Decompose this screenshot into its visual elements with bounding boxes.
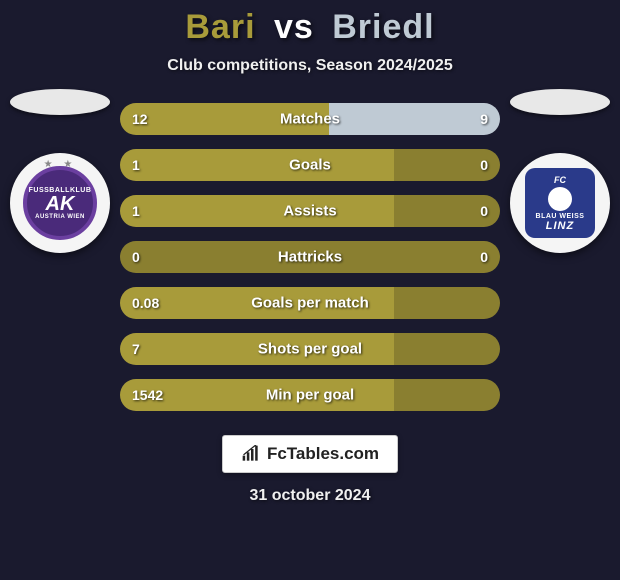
left-side-column: ★ ★ FUSSBALLKLUB AK AUSTRIA WIEN [0, 89, 120, 253]
stat-value-left: 0 [132, 249, 140, 265]
stat-row: 0 Hattricks 0 [120, 241, 500, 273]
badge-right-linz: LINZ [546, 220, 574, 232]
stat-value-right: 0 [480, 203, 488, 219]
vs-label: vs [274, 8, 314, 46]
stat-row: 12 Matches 9 [120, 103, 500, 135]
badge-right-fc: FC [554, 175, 566, 185]
stat-label: Hattricks [278, 249, 342, 266]
badge-left-mid-text: AK [46, 194, 75, 214]
stat-value-left: 0.08 [132, 295, 159, 311]
stats-area: ★ ★ FUSSBALLKLUB AK AUSTRIA WIEN 12 Match… [0, 103, 620, 411]
stat-row: 7 Shots per goal [120, 333, 500, 365]
player1-name: Bari [185, 8, 255, 46]
bar-left-fill [120, 195, 394, 227]
badge-left-inner: FUSSBALLKLUB AK AUSTRIA WIEN [23, 166, 97, 240]
date-label: 31 october 2024 [250, 487, 371, 505]
stat-row: 1542 Min per goal [120, 379, 500, 411]
fctables-logo: FcTables.com [222, 435, 398, 473]
badge-right-inner: FC BLAU WEISS LINZ [525, 168, 595, 238]
badge-left-bot-text: AUSTRIA WIEN [35, 214, 85, 220]
right-side-column: FC BLAU WEISS LINZ [500, 89, 620, 253]
stat-row: 1 Goals 0 [120, 149, 500, 181]
subtitle: Club competitions, Season 2024/2025 [167, 57, 452, 75]
bar-left-fill [120, 149, 394, 181]
bar-mid-fill [394, 333, 500, 365]
stat-label: Min per goal [266, 387, 354, 404]
player1-ellipse [10, 89, 110, 115]
footer: FcTables.com 31 october 2024 [222, 435, 398, 505]
bar-right-fill [329, 103, 500, 135]
infographic-container: Bari vs Briedl Club competitions, Season… [0, 0, 620, 580]
bar-mid-fill [394, 287, 500, 319]
stat-label: Goals per match [251, 295, 369, 312]
bar-mid-fill [394, 379, 500, 411]
stat-label: Goals [289, 157, 331, 174]
stat-value-left: 7 [132, 341, 140, 357]
stat-label: Assists [283, 203, 336, 220]
stat-label: Matches [280, 111, 340, 128]
page-title: Bari vs Briedl [185, 8, 434, 47]
stat-value-left: 1 [132, 157, 140, 173]
stat-row: 0.08 Goals per match [120, 287, 500, 319]
stat-value-right: 9 [480, 111, 488, 127]
chart-icon [241, 445, 261, 463]
stat-value-left: 12 [132, 111, 148, 127]
badge-right-circle-icon [548, 187, 572, 211]
stat-value-right: 0 [480, 249, 488, 265]
badge-right-bw: BLAU WEISS [536, 213, 585, 220]
bars-column: 12 Matches 9 1 Goals 0 1 Assists 0 0 Hattricks 0 0.0… [120, 103, 500, 411]
austria-wien-badge: ★ ★ FUSSBALLKLUB AK AUSTRIA WIEN [10, 153, 110, 253]
player2-ellipse [510, 89, 610, 115]
stat-row: 1 Assists 0 [120, 195, 500, 227]
stat-value-left: 1542 [132, 387, 163, 403]
player2-name: Briedl [332, 8, 434, 46]
stat-label: Shots per goal [258, 341, 362, 358]
logo-text: FcTables.com [267, 444, 379, 464]
blau-weiss-linz-badge: FC BLAU WEISS LINZ [510, 153, 610, 253]
stat-value-right: 0 [480, 157, 488, 173]
stat-value-left: 1 [132, 203, 140, 219]
